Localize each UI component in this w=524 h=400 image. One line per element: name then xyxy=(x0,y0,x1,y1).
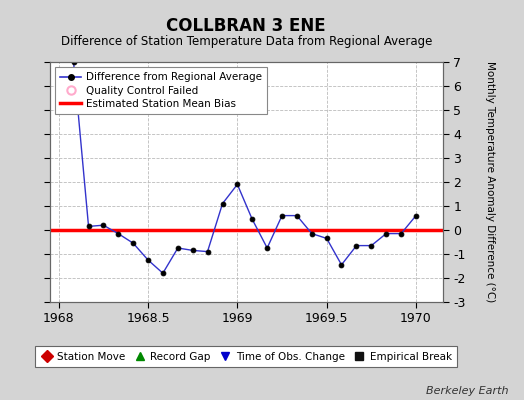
Legend: Station Move, Record Gap, Time of Obs. Change, Empirical Break: Station Move, Record Gap, Time of Obs. C… xyxy=(35,346,457,367)
Text: Berkeley Earth: Berkeley Earth xyxy=(426,386,508,396)
Y-axis label: Monthly Temperature Anomaly Difference (°C): Monthly Temperature Anomaly Difference (… xyxy=(485,61,495,303)
Text: Difference of Station Temperature Data from Regional Average: Difference of Station Temperature Data f… xyxy=(61,36,432,48)
Legend: Difference from Regional Average, Quality Control Failed, Estimated Station Mean: Difference from Regional Average, Qualit… xyxy=(55,67,267,114)
Text: COLLBRAN 3 ENE: COLLBRAN 3 ENE xyxy=(167,17,326,35)
